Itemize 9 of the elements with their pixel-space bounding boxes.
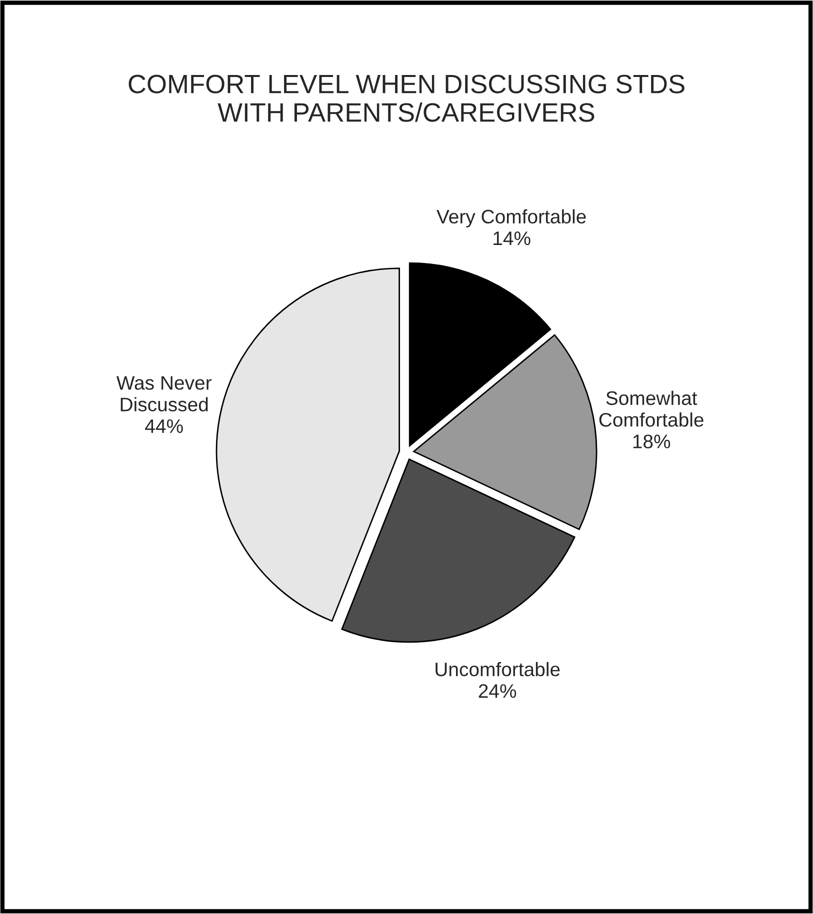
- data-label: 18%: [633, 434, 670, 448]
- slice-label: Was Never Discussed: [116, 376, 212, 412]
- data-label: 14%: [494, 231, 530, 246]
- data-label: 44%: [145, 419, 183, 433]
- slice-label: Very Comfortable: [436, 209, 586, 228]
- chart-title: COMFORT LEVEL WHEN DISCUSSING STDS WITH PARENTS/CAREGIVERS: [128, 74, 684, 122]
- data-label: 24%: [478, 684, 516, 698]
- slice-label: Uncomfortable: [436, 662, 560, 676]
- slice-label: Somewhat Comfortable: [599, 390, 704, 427]
